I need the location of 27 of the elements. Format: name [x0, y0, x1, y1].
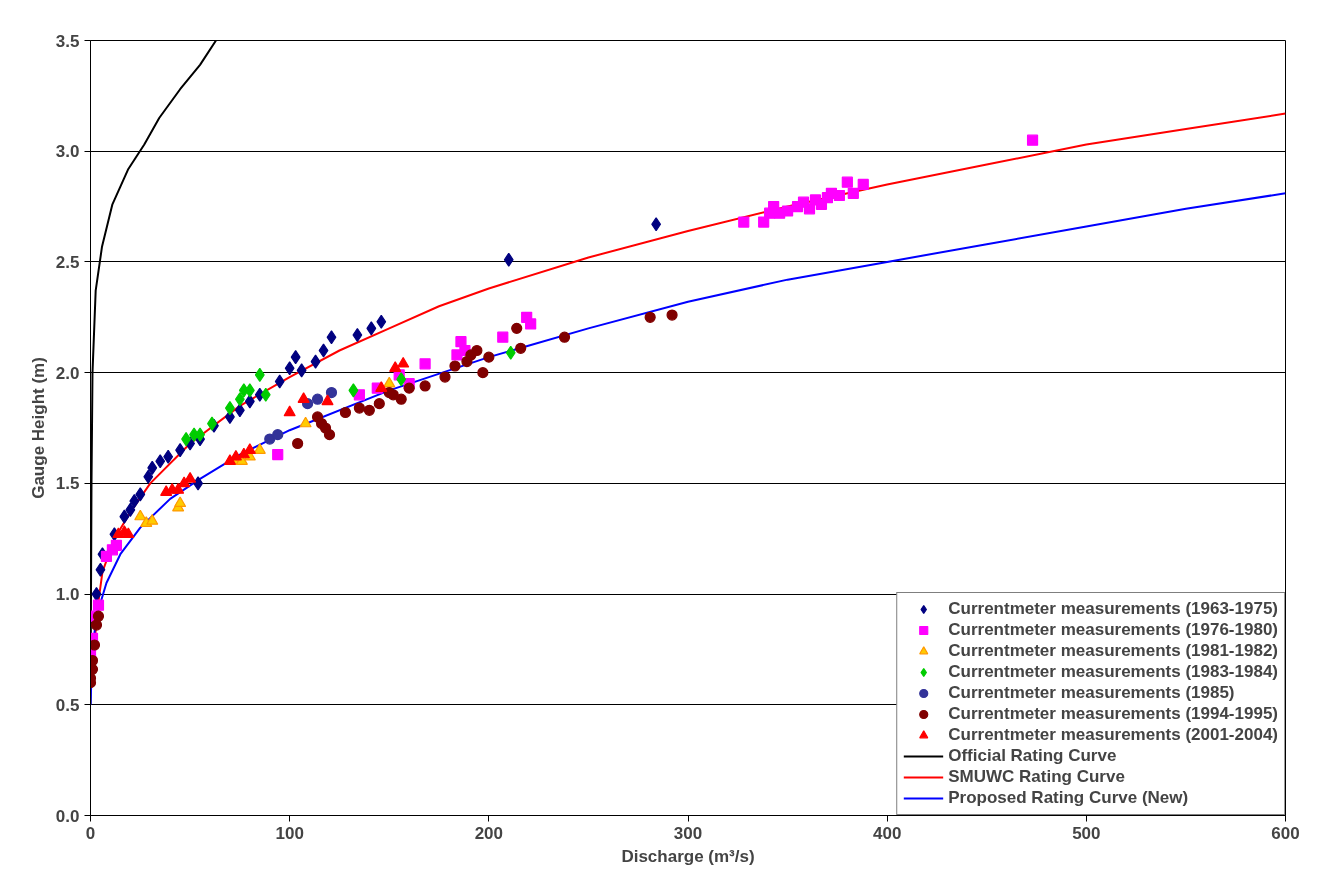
y-axis-title: Gauge Height (m) — [28, 357, 48, 499]
x-tick-label: 100 — [275, 823, 304, 843]
x-tick-label: 600 — [1271, 823, 1300, 843]
legend-label: Currentmeter measurements (1976-1980) — [948, 620, 1278, 640]
legend-label: Currentmeter measurements (1963-1975) — [948, 599, 1278, 619]
y-tick-label: 2.0 — [55, 363, 80, 383]
y-tick-label: 1.0 — [55, 585, 80, 605]
x-tick-label: 500 — [1072, 823, 1101, 843]
y-tick-label: 3.5 — [55, 31, 80, 51]
legend-label: Proposed Rating Curve (New) — [948, 788, 1189, 808]
y-tick-label: 1.5 — [55, 474, 80, 494]
legend-label: SMUWC Rating Curve — [948, 767, 1125, 787]
y-tick-label: 3.0 — [55, 142, 80, 162]
x-tick-label: 0 — [85, 823, 96, 843]
legend-label: Official Rating Curve — [948, 746, 1117, 766]
legend-label: Currentmeter measurements (1981-1982) — [948, 641, 1278, 661]
x-tick-label: 300 — [673, 823, 703, 843]
y-tick-label: 2.5 — [55, 252, 80, 272]
legend-label: Currentmeter measurements (1994-1995) — [948, 704, 1278, 724]
y-tick-label: 0.5 — [55, 695, 80, 715]
x-tick-label: 200 — [474, 823, 504, 843]
x-tick-label: 400 — [872, 823, 902, 843]
legend-label: Currentmeter measurements (1983-1984) — [948, 662, 1278, 682]
legend-label: Currentmeter measurements (2001-2004) — [948, 725, 1278, 745]
x-axis-title: Discharge (m³/s) — [621, 846, 755, 866]
legend-label: Currentmeter measurements (1985) — [948, 683, 1235, 703]
y-tick-label: 0.0 — [55, 806, 80, 826]
